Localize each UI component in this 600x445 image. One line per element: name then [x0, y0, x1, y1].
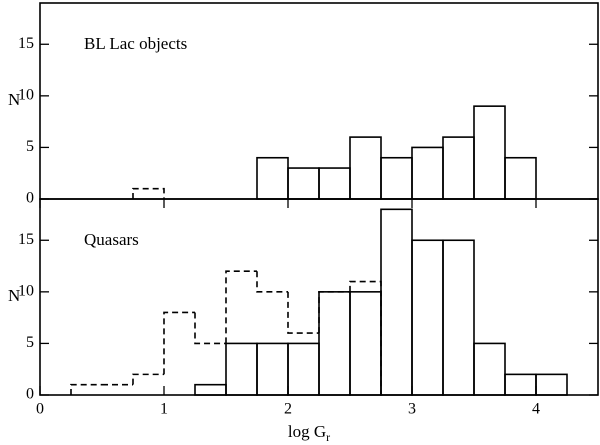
hist-step — [349, 280, 382, 395]
annotation: Quasars — [84, 230, 139, 249]
x-tick-label: 4 — [532, 401, 540, 418]
y-tick-label: 10 — [18, 87, 34, 104]
hist-bar — [535, 373, 568, 396]
hist-bar — [225, 342, 258, 396]
hist-step — [287, 291, 319, 334]
hist-step — [132, 373, 164, 385]
hist-step — [132, 187, 165, 199]
hist-bar — [380, 208, 413, 396]
x-axis-label-text: log G — [288, 422, 326, 441]
hist-bar — [287, 167, 320, 200]
x-axis-label: log Gr — [288, 422, 330, 444]
hist-bar — [256, 156, 289, 200]
hist-step — [318, 291, 350, 334]
hist-bar — [442, 136, 475, 200]
y-tick-label: 15 — [18, 35, 34, 52]
hist-step — [70, 383, 102, 395]
hist-bar — [411, 146, 444, 200]
hist-bar — [318, 291, 351, 396]
x-tick-label: 1 — [160, 401, 168, 418]
hist-bar — [256, 342, 289, 396]
hist-step — [163, 311, 195, 375]
x-axis-label-sub: r — [326, 430, 330, 444]
hist-step — [256, 271, 288, 293]
y-tick-label: 15 — [18, 231, 34, 248]
hist-step — [225, 270, 257, 344]
x-tick-label: 0 — [36, 401, 44, 418]
y-axis-label: N — [8, 90, 20, 109]
plot-frame — [39, 198, 599, 396]
annotation: BL Lac objects — [84, 34, 187, 53]
hist-bar — [349, 136, 382, 200]
hist-bar — [411, 239, 444, 396]
x-tick-label: 2 — [284, 401, 292, 418]
y-tick-label: 10 — [18, 283, 34, 300]
y-tick-label: 5 — [26, 334, 34, 351]
hist-bar — [318, 167, 351, 200]
hist-bar — [194, 383, 227, 396]
y-tick-label: 0 — [26, 190, 34, 207]
y-tick-label: 5 — [26, 138, 34, 155]
hist-bar — [504, 156, 537, 200]
hist-bar — [504, 373, 537, 396]
hist-bar — [473, 105, 506, 200]
hist-bar — [473, 342, 506, 396]
hist-step — [194, 312, 226, 345]
y-axis-label: N — [8, 286, 20, 305]
hist-bar — [380, 156, 413, 200]
hist-bar — [442, 239, 475, 396]
y-tick-label: 0 — [26, 386, 34, 403]
x-tick-label: 3 — [408, 401, 416, 418]
hist-bar — [349, 291, 382, 396]
hist-bar — [287, 342, 320, 396]
